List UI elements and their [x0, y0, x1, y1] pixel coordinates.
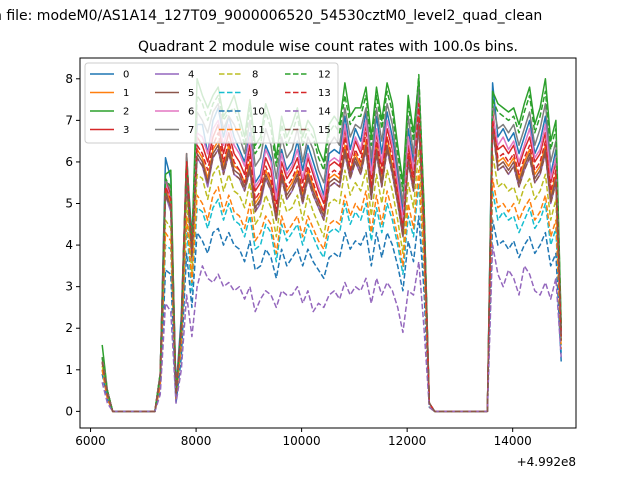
chart-title: Quadrant 2 module wise count rates with … [138, 39, 518, 55]
y-tick-label: 3 [65, 280, 73, 294]
legend-label-6: 6 [188, 107, 194, 118]
legend-label-15: 15 [318, 125, 331, 136]
legend-label-10: 10 [252, 107, 265, 118]
x-tick-label: 14000 [494, 434, 532, 448]
legend-label-12: 12 [318, 70, 331, 81]
legend-label-8: 8 [252, 70, 258, 81]
series-line-15 [101, 123, 562, 413]
legend-box [84, 62, 339, 144]
y-tick-label: 6 [65, 155, 73, 169]
x-tick-label: 6000 [75, 434, 106, 448]
x-offset-label: +4.992e8 [517, 455, 576, 469]
legend-label-2: 2 [123, 107, 129, 118]
legend-label-5: 5 [188, 88, 194, 99]
x-axis: 6000 8000 10000 12000 14000 [75, 428, 532, 448]
y-tick-label: 0 [65, 404, 73, 418]
x-tick-label: 10000 [283, 434, 321, 448]
y-tick-label: 8 [65, 72, 73, 86]
x-tick-label: 8000 [181, 434, 212, 448]
series-line-14 [101, 244, 562, 413]
legend-label-9: 9 [252, 88, 258, 99]
legend-label-0: 0 [123, 70, 129, 81]
legend-label-7: 7 [188, 125, 194, 136]
y-tick-label: 7 [65, 113, 73, 127]
legend-label-13: 13 [318, 88, 331, 99]
y-tick-label: 5 [65, 197, 73, 211]
legend-label-11: 11 [252, 125, 265, 136]
legend-label-4: 4 [188, 70, 194, 81]
legend-label-14: 14 [318, 107, 331, 118]
y-axis: 0 1 2 3 4 5 6 7 8 [65, 72, 80, 418]
y-tick-label: 2 [65, 321, 73, 335]
figure-suptitle: n file: modeM0/AS1A14_127T09_9000006520_… [0, 8, 542, 24]
plot-area [101, 73, 562, 413]
y-tick-label: 1 [65, 363, 73, 377]
y-tick-label: 4 [65, 238, 73, 252]
x-tick-label: 12000 [388, 434, 426, 448]
axes-frame [79, 57, 577, 429]
legend-label-1: 1 [123, 88, 129, 99]
legend-label-3: 3 [123, 125, 129, 136]
